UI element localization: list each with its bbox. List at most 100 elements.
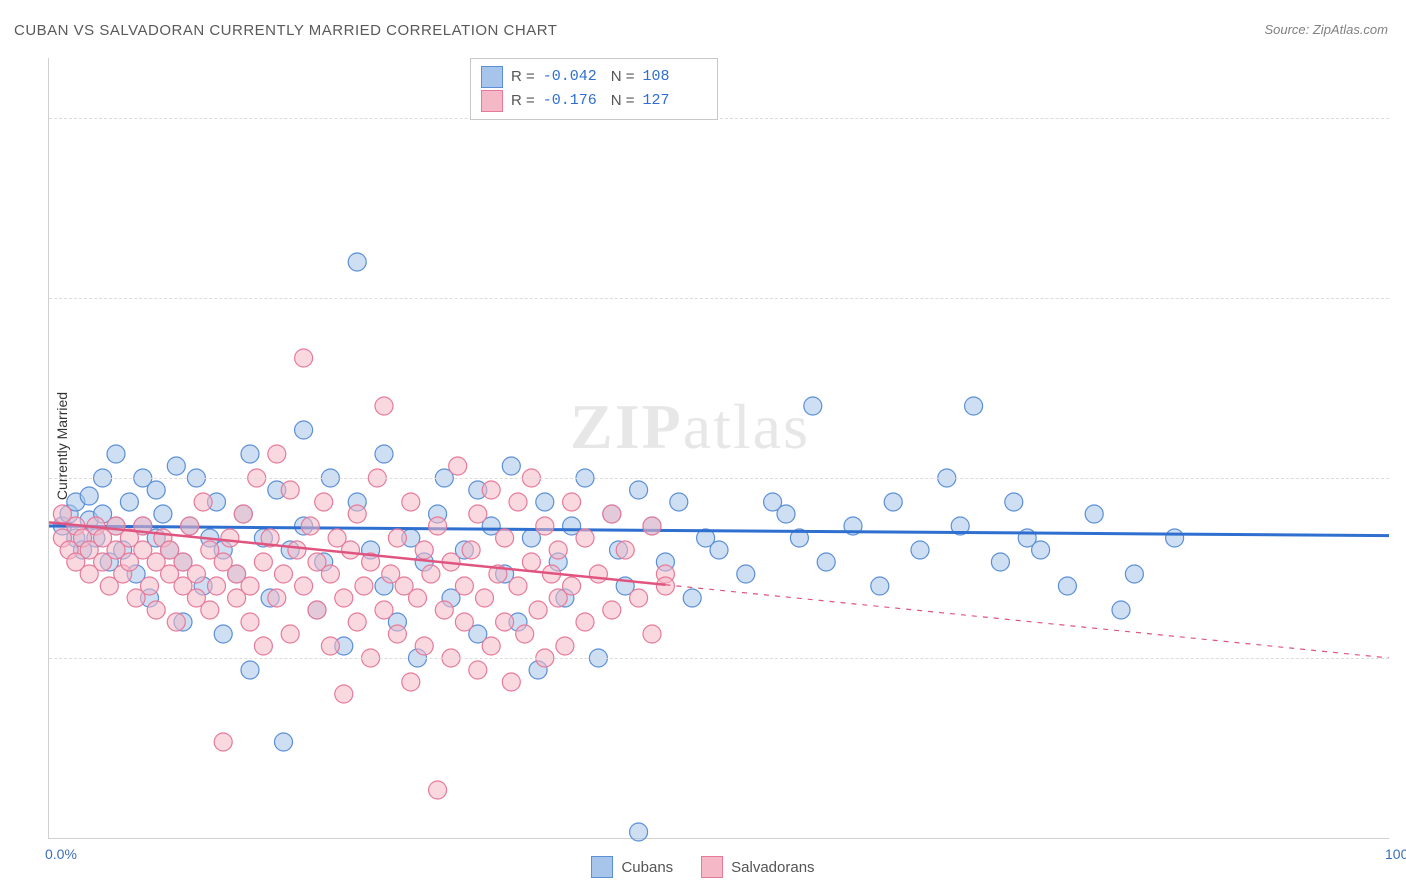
scatter-point (469, 505, 487, 523)
scatter-point (167, 457, 185, 475)
trend-line-extrapolated (665, 585, 1389, 658)
source-prefix: Source: (1264, 22, 1312, 37)
chart-svg (49, 58, 1389, 838)
scatter-point (1125, 565, 1143, 583)
scatter-point (777, 505, 795, 523)
chart-title: CUBAN VS SALVADORAN CURRENTLY MARRIED CO… (14, 22, 557, 39)
legend-swatch (591, 856, 613, 878)
plot-area: 35.0%50.0%65.0%80.0%0.0%100.0% (48, 58, 1389, 839)
scatter-point (1085, 505, 1103, 523)
scatter-point (348, 613, 366, 631)
scatter-point (214, 733, 232, 751)
scatter-point (120, 493, 138, 511)
n-label: N = (611, 65, 635, 89)
scatter-point (241, 661, 259, 679)
scatter-point (80, 487, 98, 505)
scatter-point (643, 625, 661, 643)
scatter-point (241, 613, 259, 631)
scatter-point (221, 529, 239, 547)
grid-line (49, 478, 1389, 479)
scatter-point (275, 565, 293, 583)
scatter-point (630, 589, 648, 607)
scatter-point (208, 577, 226, 595)
scatter-point (281, 481, 299, 499)
scatter-point (576, 529, 594, 547)
scatter-point (509, 493, 527, 511)
scatter-point (502, 457, 520, 475)
scatter-point (348, 505, 366, 523)
scatter-point (214, 625, 232, 643)
source-attribution: Source: ZipAtlas.com (1264, 22, 1388, 37)
scatter-point (375, 397, 393, 415)
scatter-point (476, 589, 494, 607)
scatter-point (462, 541, 480, 559)
scatter-point (737, 565, 755, 583)
ytick-label: 35.0% (1396, 650, 1406, 666)
scatter-point (710, 541, 728, 559)
scatter-point (295, 421, 313, 439)
scatter-point (141, 577, 159, 595)
scatter-point (409, 589, 427, 607)
scatter-point (375, 601, 393, 619)
r-label: R = (511, 89, 535, 113)
scatter-point (509, 577, 527, 595)
scatter-point (402, 493, 420, 511)
ytick-label: 65.0% (1396, 290, 1406, 306)
scatter-point (355, 577, 373, 595)
stats-row: R =-0.042N =108 (481, 65, 703, 89)
scatter-point (275, 733, 293, 751)
scatter-point (549, 541, 567, 559)
scatter-point (482, 481, 500, 499)
scatter-point (234, 505, 252, 523)
scatter-point (281, 625, 299, 643)
grid-line (49, 298, 1389, 299)
scatter-point (556, 637, 574, 655)
legend-label: Salvadorans (731, 859, 814, 876)
scatter-point (201, 601, 219, 619)
scatter-point (335, 589, 353, 607)
scatter-point (147, 601, 165, 619)
scatter-point (1112, 601, 1130, 619)
r-value: -0.176 (543, 89, 603, 113)
scatter-point (449, 457, 467, 475)
scatter-point (308, 601, 326, 619)
scatter-point (321, 565, 339, 583)
scatter-point (194, 493, 212, 511)
scatter-point (301, 517, 319, 535)
scatter-point (1032, 541, 1050, 559)
ytick-label: 50.0% (1396, 470, 1406, 486)
scatter-point (415, 541, 433, 559)
scatter-point (965, 397, 983, 415)
scatter-point (107, 445, 125, 463)
scatter-point (630, 481, 648, 499)
scatter-point (536, 493, 554, 511)
scatter-point (295, 349, 313, 367)
scatter-point (529, 601, 547, 619)
scatter-point (375, 445, 393, 463)
scatter-point (167, 613, 185, 631)
scatter-point (388, 529, 406, 547)
scatter-point (1166, 529, 1184, 547)
legend-swatch (481, 66, 503, 88)
scatter-point (321, 637, 339, 655)
scatter-point (295, 577, 313, 595)
scatter-point (335, 685, 353, 703)
scatter-point (482, 637, 500, 655)
scatter-point (268, 445, 286, 463)
scatter-point (670, 493, 688, 511)
source-name: ZipAtlas.com (1313, 22, 1388, 37)
scatter-point (1005, 493, 1023, 511)
n-value: 127 (643, 89, 703, 113)
scatter-point (455, 613, 473, 631)
scatter-point (616, 541, 634, 559)
scatter-point (683, 589, 701, 607)
scatter-point (429, 517, 447, 535)
scatter-point (496, 613, 514, 631)
scatter-point (516, 625, 534, 643)
legend-swatch (481, 90, 503, 112)
r-value: -0.042 (543, 65, 603, 89)
r-label: R = (511, 65, 535, 89)
legend-swatch (701, 856, 723, 878)
grid-line (49, 118, 1389, 119)
scatter-point (154, 505, 172, 523)
